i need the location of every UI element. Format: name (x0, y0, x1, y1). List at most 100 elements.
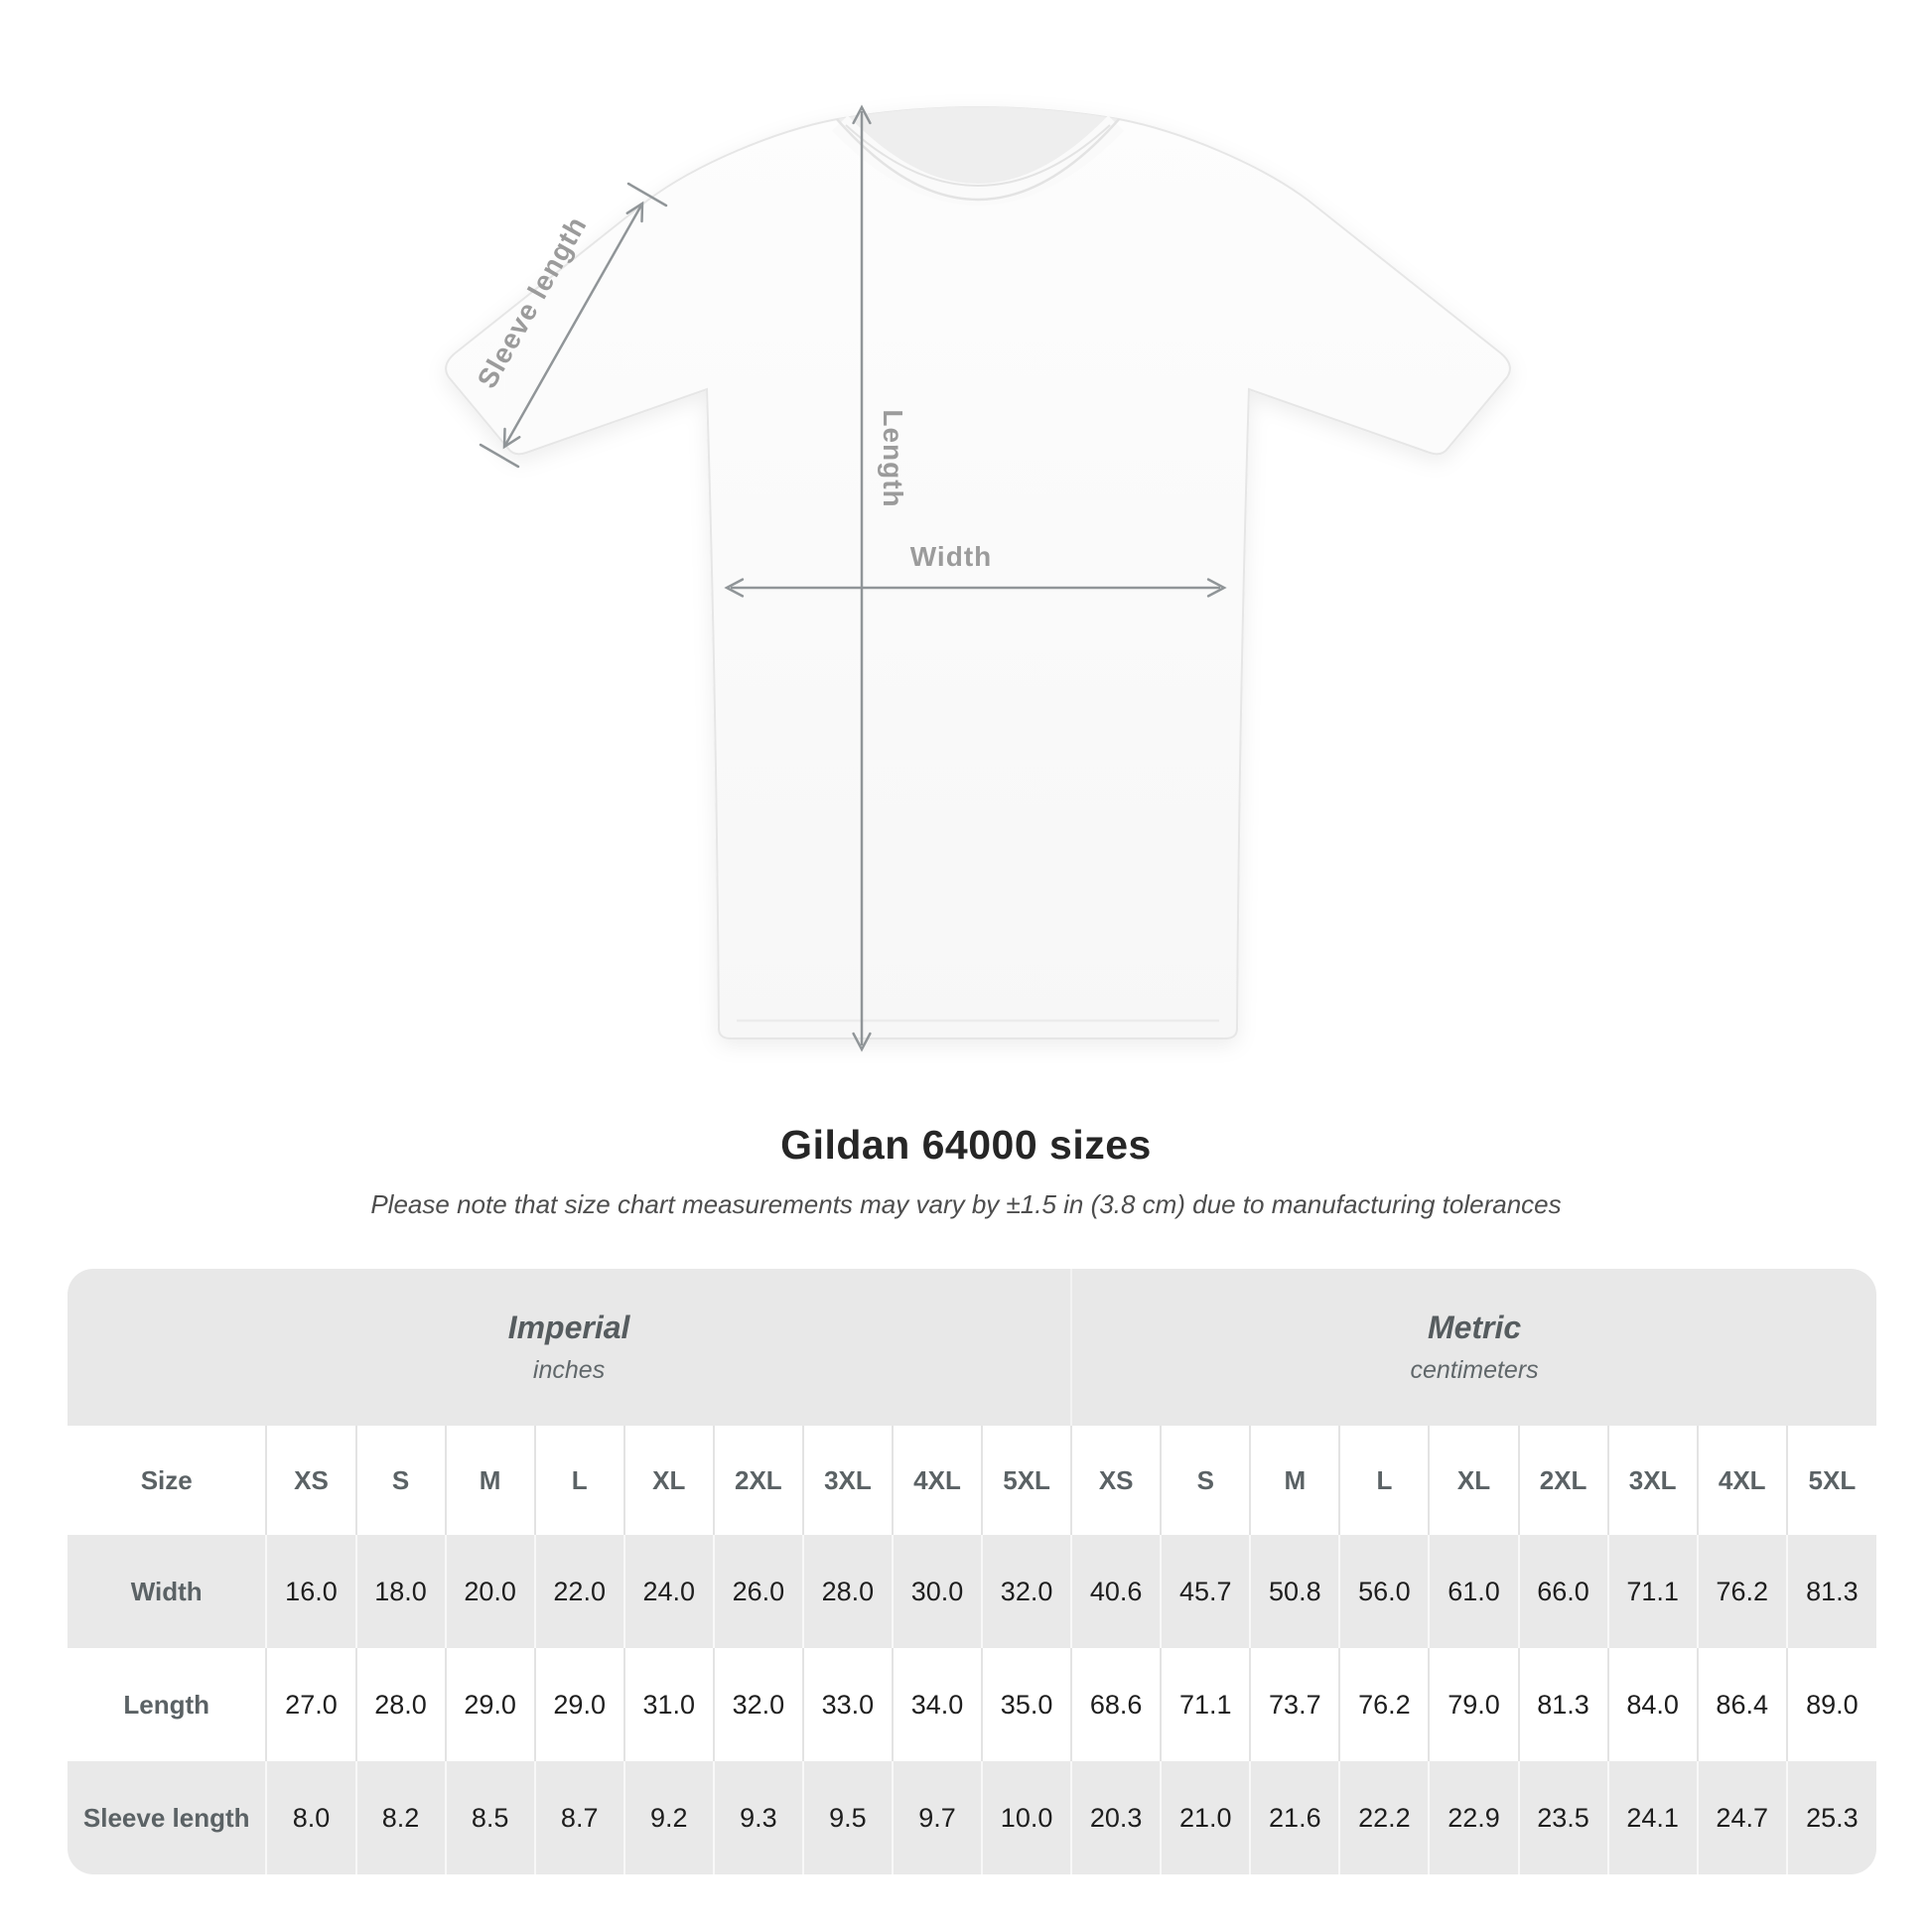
size-header-cell: M (444, 1426, 535, 1535)
size-header-cell: 2XL (712, 1426, 803, 1535)
value-cell: 66.0 (1517, 1535, 1608, 1648)
size-column-header: Size (68, 1426, 267, 1535)
size-header-cell: 4XL (891, 1426, 983, 1535)
value-cell: 31.0 (622, 1648, 714, 1761)
unit-header-imperial: Imperial inches (68, 1269, 1072, 1426)
value-cell: 73.7 (1249, 1648, 1340, 1761)
value-cell: 16.0 (265, 1535, 356, 1648)
value-cell: 40.6 (1070, 1535, 1162, 1648)
value-cell: 20.3 (1070, 1761, 1162, 1874)
value-cell: 50.8 (1249, 1535, 1340, 1648)
value-cell: 24.0 (622, 1535, 714, 1648)
table-row: Width 16.0 18.0 20.0 22.0 24.0 26.0 28.0 30.0 32.… (68, 1535, 1876, 1648)
row-label-cell: Length (68, 1648, 267, 1761)
value-cell: 71.1 (1606, 1535, 1698, 1648)
value-cell: 84.0 (1606, 1648, 1698, 1761)
value-cell: 86.4 (1696, 1648, 1787, 1761)
value-cell: 20.0 (444, 1535, 535, 1648)
unit-group-name: Metric (1427, 1310, 1522, 1345)
size-header-cell: 4XL (1696, 1426, 1787, 1535)
size-table: Imperial inches Metric centimeters Size XS S M L… (68, 1269, 1876, 1874)
page-title: Gildan 64000 sizes (780, 1122, 1152, 1168)
value-cell: 29.0 (444, 1648, 535, 1761)
value-cell: 23.5 (1517, 1761, 1608, 1874)
collar (832, 106, 1124, 206)
size-header-cell: S (354, 1426, 446, 1535)
value-cell: 76.2 (1338, 1648, 1430, 1761)
value-cell: 8.2 (354, 1761, 446, 1874)
value-cell: 9.3 (712, 1761, 803, 1874)
value-cell: 56.0 (1338, 1535, 1430, 1648)
value-cell: 32.0 (981, 1535, 1072, 1648)
size-header-cell: XS (265, 1426, 356, 1535)
value-cell: 25.3 (1785, 1761, 1876, 1874)
size-header-cell: 3XL (1606, 1426, 1698, 1535)
size-header-cell: 5XL (981, 1426, 1072, 1535)
value-cell: 21.0 (1160, 1761, 1251, 1874)
value-cell: 28.0 (801, 1535, 893, 1648)
size-header-row: Size XS S M L XL 2XL 3XL 4XL 5XL XS S M L XL 2XL 3XL 4XL 5… (68, 1426, 1876, 1535)
value-cell: 21.6 (1249, 1761, 1340, 1874)
value-cell: 71.1 (1160, 1648, 1251, 1761)
width-label: Width (910, 541, 993, 572)
value-cell: 9.7 (891, 1761, 983, 1874)
value-cell: 35.0 (981, 1648, 1072, 1761)
value-cell: 76.2 (1696, 1535, 1787, 1648)
length-dimension: Length (852, 104, 908, 1052)
row-label-cell: Width (68, 1535, 267, 1648)
unit-group-sublabel: inches (532, 1356, 606, 1384)
table-row: Length 27.0 28.0 29.0 29.0 31.0 32.0 33.0 34.0 35… (68, 1648, 1876, 1761)
value-cell: 45.7 (1160, 1535, 1251, 1648)
value-cell: 30.0 (891, 1535, 983, 1648)
unit-header-row: Imperial inches Metric centimeters (68, 1269, 1876, 1426)
size-header-cell: XS (1070, 1426, 1162, 1535)
size-header-cell: 5XL (1785, 1426, 1876, 1535)
size-header-cell: M (1249, 1426, 1340, 1535)
value-cell: 22.9 (1428, 1761, 1519, 1874)
length-label: Length (878, 409, 908, 507)
unit-header-metric: Metric centimeters (1070, 1269, 1876, 1426)
size-header-cell: L (1338, 1426, 1430, 1535)
value-cell: 8.0 (265, 1761, 356, 1874)
width-dimension: Width (724, 541, 1227, 598)
tolerance-note: Please note that size chart measurements… (370, 1189, 1562, 1219)
value-cell: 18.0 (354, 1535, 446, 1648)
value-cell: 26.0 (712, 1535, 803, 1648)
tshirt-image (445, 106, 1511, 1039)
value-cell: 68.6 (1070, 1648, 1162, 1761)
value-cell: 89.0 (1785, 1648, 1876, 1761)
tshirt-figure: Sleeve length Length Width (445, 104, 1511, 1052)
value-cell: 22.0 (533, 1535, 624, 1648)
value-cell: 34.0 (891, 1648, 983, 1761)
value-cell: 28.0 (354, 1648, 446, 1761)
value-cell: 79.0 (1428, 1648, 1519, 1761)
size-header-cell: S (1160, 1426, 1251, 1535)
size-header-cell: XL (1428, 1426, 1519, 1535)
value-cell: 8.5 (444, 1761, 535, 1874)
value-cell: 29.0 (533, 1648, 624, 1761)
value-cell: 9.5 (801, 1761, 893, 1874)
sleeve-length-end-tick (626, 182, 668, 207)
size-header-cell: XL (622, 1426, 714, 1535)
value-cell: 32.0 (712, 1648, 803, 1761)
value-cell: 8.7 (533, 1761, 624, 1874)
size-header-cell: L (533, 1426, 624, 1535)
sleeve-length-end-tick (479, 443, 520, 469)
table-row: Sleeve length 8.0 8.2 8.5 8.7 9.2 9.3 9.5 9.7 10.… (68, 1761, 1876, 1874)
value-cell: 24.7 (1696, 1761, 1787, 1874)
unit-group-name: Imperial (507, 1310, 630, 1345)
value-cell: 9.2 (622, 1761, 714, 1874)
row-label-cell: Sleeve length (68, 1761, 267, 1874)
size-header-cell: 2XL (1517, 1426, 1608, 1535)
size-header-cell: 3XL (801, 1426, 893, 1535)
value-cell: 33.0 (801, 1648, 893, 1761)
value-cell: 24.1 (1606, 1761, 1698, 1874)
unit-group-sublabel: centimeters (1410, 1356, 1539, 1384)
value-cell: 81.3 (1517, 1648, 1608, 1761)
sleeve-length-arrow (502, 203, 644, 448)
value-cell: 27.0 (265, 1648, 356, 1761)
value-cell: 81.3 (1785, 1535, 1876, 1648)
value-cell: 22.2 (1338, 1761, 1430, 1874)
value-cell: 61.0 (1428, 1535, 1519, 1648)
